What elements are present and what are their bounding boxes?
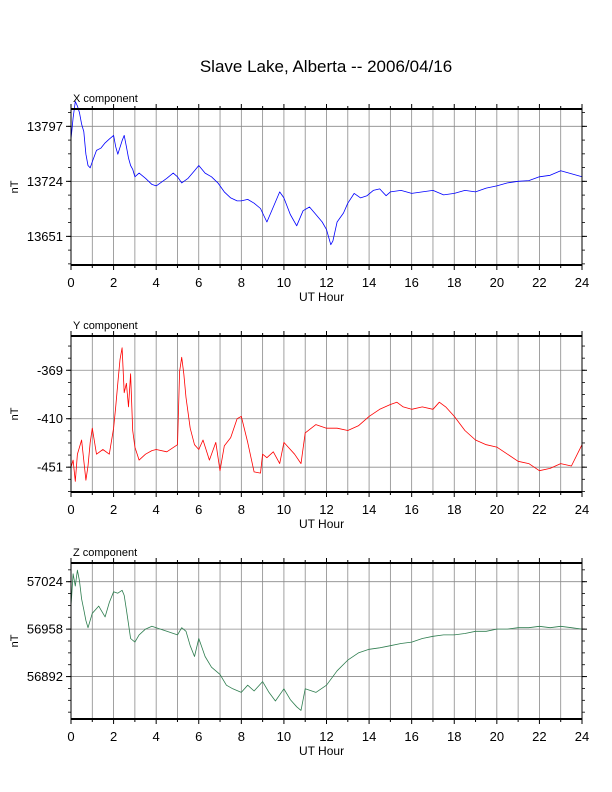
x-tick-label: 18 (447, 275, 461, 290)
x-tick-label: 10 (277, 729, 291, 744)
y-tick-label: -369 (37, 363, 63, 378)
y-tick-label: 13651 (27, 229, 63, 244)
x-tick-label: 16 (404, 729, 418, 744)
y-component-label: Y component (73, 320, 138, 332)
x-tick-label: 14 (362, 502, 376, 517)
x-tick-label: 16 (404, 275, 418, 290)
y-tick-label: 57024 (27, 574, 63, 589)
x-tick-label: 2 (110, 729, 117, 744)
x-tick-label: 24 (575, 502, 589, 517)
x-tick-label: 0 (67, 275, 74, 290)
y-tick-label: 56958 (27, 622, 63, 637)
x-tick-label: 4 (153, 275, 160, 290)
x-tick-label: 22 (532, 502, 546, 517)
x-tick-label: 0 (67, 502, 74, 517)
x-tick-label: 14 (362, 729, 376, 744)
x-tick-label: 18 (447, 502, 461, 517)
x-tick-label: 22 (532, 275, 546, 290)
z-component-series-line (70, 569, 583, 711)
x-tick-label: 10 (277, 275, 291, 290)
x-axis-label: UT Hour (299, 517, 344, 531)
x-axis-label: UT Hour (299, 290, 344, 304)
y-tick-label: 56892 (27, 669, 63, 684)
x-tick-label: 6 (195, 502, 202, 517)
x-tick-label: 20 (490, 275, 504, 290)
x-tick-label: 20 (490, 502, 504, 517)
x-tick-label: 6 (195, 275, 202, 290)
x-tick-label: 22 (532, 729, 546, 744)
x-tick-label: 24 (575, 729, 589, 744)
x-tick-label: 20 (490, 729, 504, 744)
x-tick-label: 8 (238, 502, 245, 517)
y-tick-label: 13724 (27, 174, 63, 189)
x-tick-label: 12 (319, 502, 333, 517)
z-component-label: Z component (73, 547, 137, 559)
x-tick-label: 10 (277, 502, 291, 517)
x-tick-label: 16 (404, 502, 418, 517)
x-tick-label: 2 (110, 275, 117, 290)
y-axis-label: nT (9, 180, 21, 193)
chart-title: Slave Lake, Alberta -- 2006/04/16 (199, 57, 453, 76)
x-component-label: X component (73, 93, 138, 105)
x-tick-label: 4 (153, 729, 160, 744)
y-axis-label: nT (9, 634, 21, 647)
x-tick-label: 24 (575, 275, 589, 290)
x-tick-label: 4 (153, 502, 160, 517)
x-tick-label: 12 (319, 275, 333, 290)
x-tick-label: 2 (110, 502, 117, 517)
x-tick-label: 14 (362, 275, 376, 290)
x-tick-label: 8 (238, 275, 245, 290)
y-tick-label: -410 (37, 411, 63, 426)
x-tick-label: 12 (319, 729, 333, 744)
x-tick-label: 0 (67, 729, 74, 744)
y-tick-label: -451 (37, 460, 63, 475)
y-axis-label: nT (9, 407, 21, 420)
x-tick-label: 18 (447, 729, 461, 744)
x-axis-label: UT Hour (299, 744, 344, 758)
y-component-series-line (70, 347, 583, 482)
x-component-series-line (70, 101, 583, 246)
x-tick-label: 6 (195, 729, 202, 744)
y-tick-label: 13797 (27, 119, 63, 134)
x-tick-label: 8 (238, 729, 245, 744)
